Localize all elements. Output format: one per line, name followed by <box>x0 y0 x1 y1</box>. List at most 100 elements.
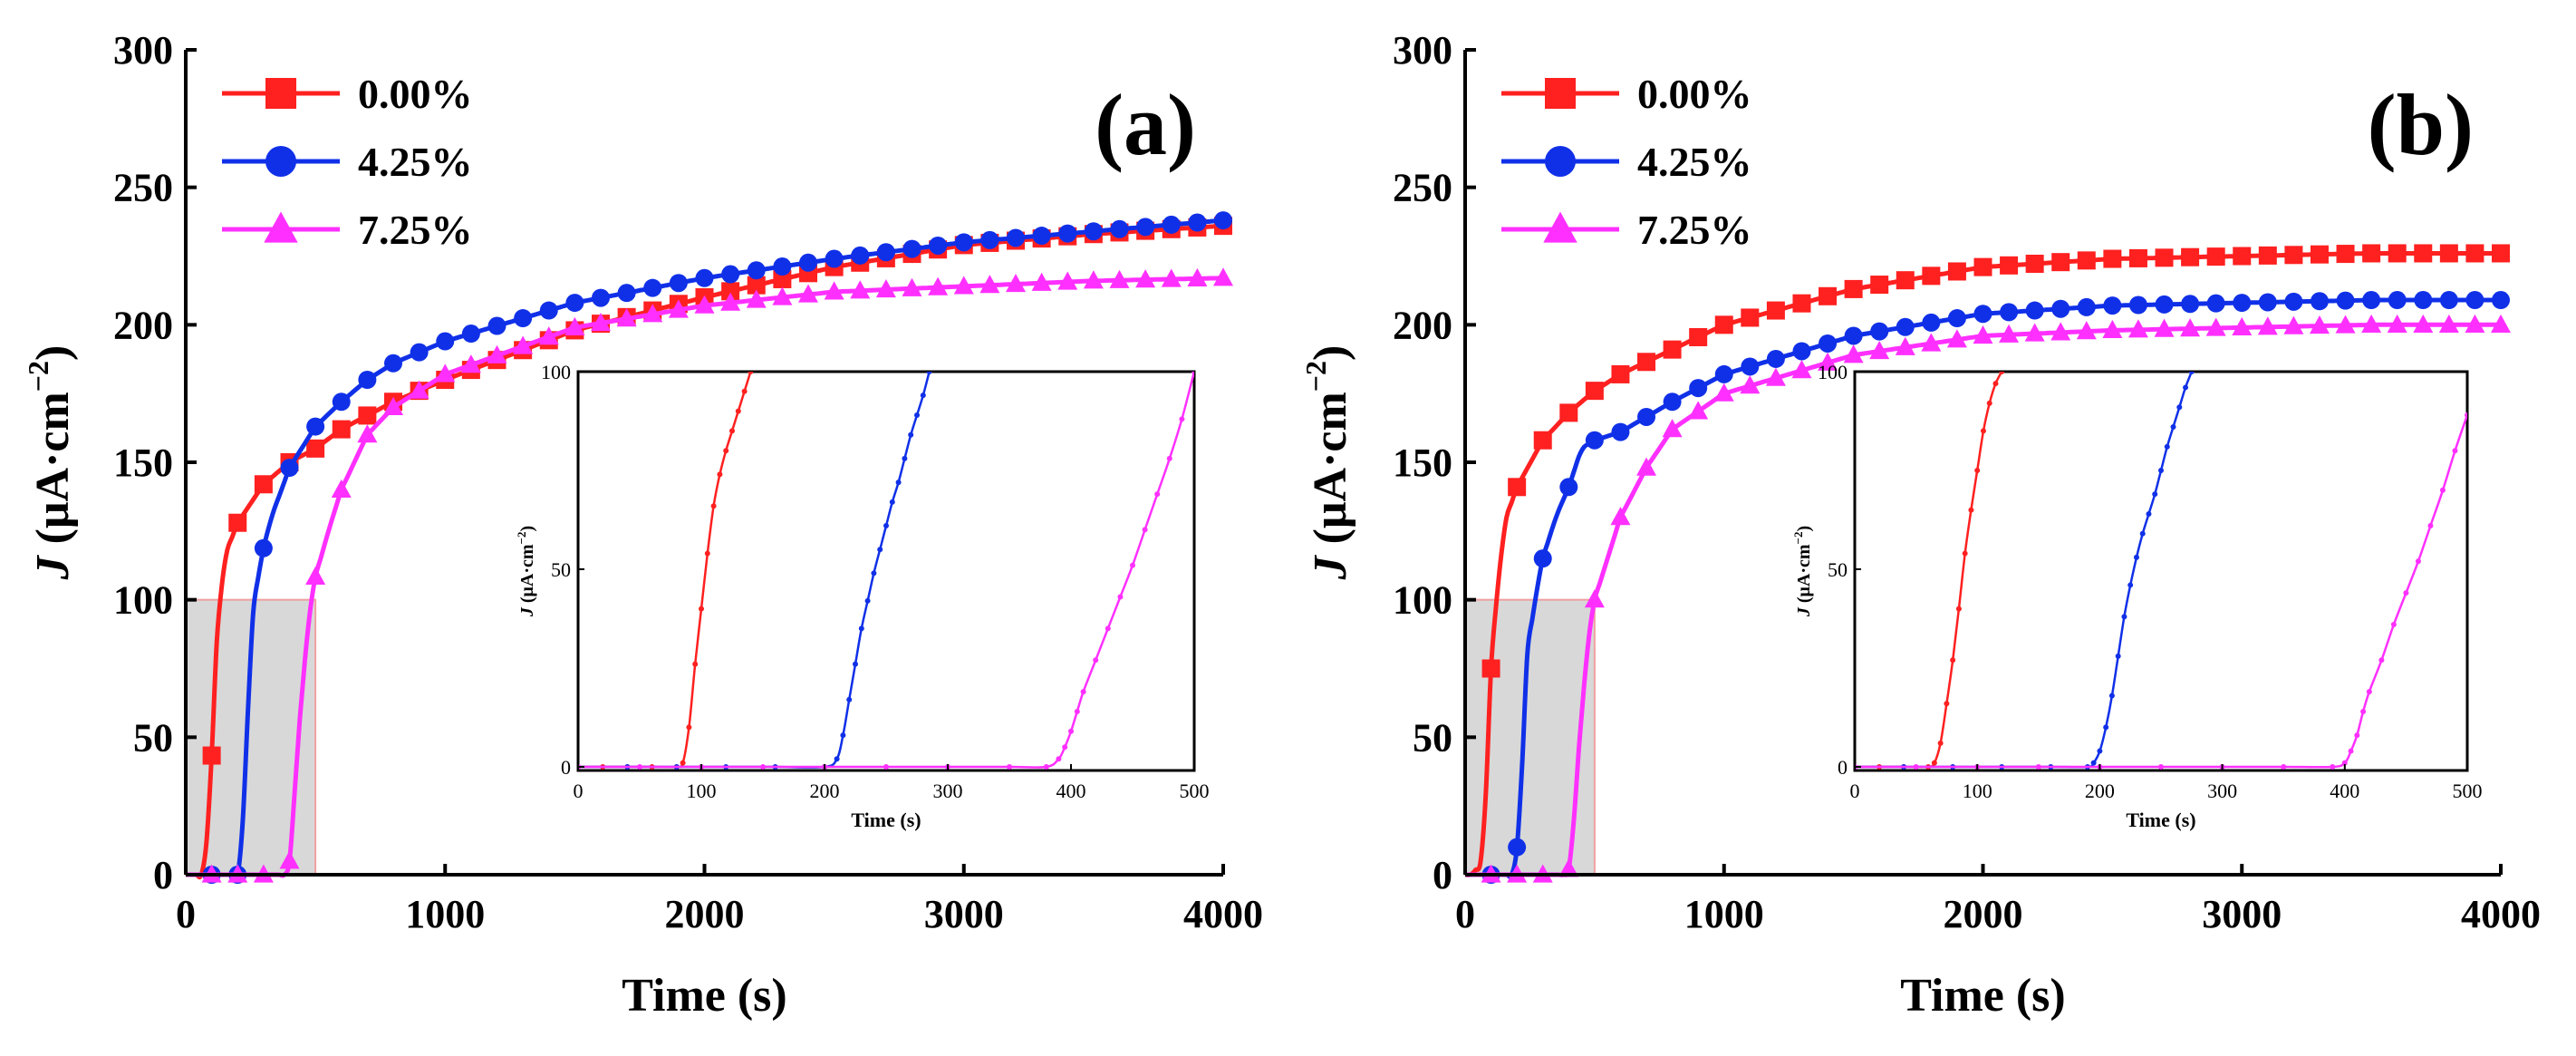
inset-x-tick-label: 100 <box>687 780 717 802</box>
inset-y-tick-label: 50 <box>1828 558 1848 581</box>
inset-plot: 0 50 100 0 100 200 300 400 500 Time (s) J (μA·cm−2… <box>1791 361 2483 831</box>
data-point <box>2077 251 2096 270</box>
legend-marker-triangle <box>1543 211 1577 243</box>
inset-data-point <box>2115 653 2121 659</box>
data-point <box>851 246 870 265</box>
inset-data-point <box>2360 708 2367 714</box>
inset-y-axis-title-symbol: J <box>1794 606 1814 617</box>
data-point <box>1895 336 1915 355</box>
inset-data-point <box>1166 455 1172 461</box>
data-point <box>1636 457 1657 476</box>
y-tick-label: 250 <box>1393 166 1452 210</box>
data-point <box>305 566 326 586</box>
data-point <box>1792 294 1811 313</box>
inset-y-axis-title: J (μA·cm−2) <box>515 526 537 617</box>
data-point <box>1791 360 1812 379</box>
x-tick-label: 1000 <box>1684 892 1764 936</box>
data-point <box>720 292 741 311</box>
data-point <box>1508 478 1527 497</box>
data-point <box>591 313 611 332</box>
data-point <box>1689 327 1708 346</box>
data-point <box>1611 422 1630 441</box>
data-point <box>564 316 585 335</box>
data-point <box>643 278 662 297</box>
data-point <box>928 276 949 295</box>
data-point <box>2284 246 2303 265</box>
inset-series-2 <box>1855 412 2467 770</box>
inset-data-point <box>637 764 642 770</box>
inset-data-point <box>2183 384 2189 391</box>
data-point <box>1947 309 1966 328</box>
y-tick-label: 50 <box>1413 715 1452 760</box>
data-point <box>279 850 300 869</box>
inset-data-point <box>877 547 883 553</box>
y-axis-title-close: ) <box>1305 345 1356 361</box>
data-point <box>1585 431 1604 450</box>
y-tick-label: 300 <box>113 28 173 73</box>
data-point <box>332 392 351 412</box>
legend-label: 0.00% <box>358 71 473 117</box>
inset-data-point <box>1130 562 1135 568</box>
data-point <box>2310 292 2329 311</box>
data-point <box>1559 403 1578 422</box>
inset-data-point <box>1962 550 1968 557</box>
inset-data-point <box>883 764 889 770</box>
inset-data-point <box>2354 732 2360 739</box>
data-point <box>2362 291 2381 310</box>
inset-data-point <box>748 372 754 374</box>
inset-data-point <box>1944 701 1950 707</box>
data-point <box>1792 342 1811 361</box>
data-point <box>1870 322 1889 341</box>
data-point <box>1162 215 1181 234</box>
legend-label: 4.25% <box>358 139 473 185</box>
inset-data-point <box>1062 744 1068 751</box>
data-point <box>1584 589 1605 608</box>
data-point <box>1713 383 1734 402</box>
inset-data-point <box>704 550 710 557</box>
inset-data-point <box>1950 657 1956 664</box>
inset-data-point <box>1056 756 1062 762</box>
inset-data-point <box>2035 764 2041 770</box>
inset-data-point <box>2452 448 2458 454</box>
inset-data-point <box>895 480 902 486</box>
data-point <box>2492 244 2510 263</box>
data-point <box>592 288 610 307</box>
data-point <box>1741 308 1760 327</box>
data-point <box>1766 349 1785 368</box>
inset-y-tick-label: 100 <box>541 361 571 383</box>
data-point <box>1999 324 2020 343</box>
inset-data-point <box>2439 487 2446 493</box>
data-point <box>436 332 455 351</box>
data-point <box>1766 301 1785 320</box>
inset-data-point <box>883 523 889 529</box>
inset-y-tick-label: 50 <box>551 558 571 581</box>
x-tick-label: 2000 <box>665 892 745 936</box>
data-point <box>2077 297 2096 316</box>
data-point <box>2361 314 2382 333</box>
inset-data-point <box>871 570 877 576</box>
inset-data-point <box>2158 468 2164 473</box>
data-point <box>1688 401 1709 420</box>
data-point <box>1896 271 1915 290</box>
data-point <box>1213 267 1233 286</box>
data-point <box>1741 357 1760 376</box>
data-point <box>1533 549 1552 568</box>
data-point <box>2387 314 2407 333</box>
data-point <box>2465 244 2484 263</box>
data-point <box>306 417 325 436</box>
data-point <box>980 230 999 249</box>
data-point <box>695 268 714 287</box>
inset-data-point <box>2158 764 2164 770</box>
inset-data-point <box>2164 443 2170 450</box>
inset-x-tick-label: 0 <box>574 780 584 802</box>
legend: 0.00% 4.25% 7.25% <box>222 71 473 253</box>
inset-data-point <box>1974 468 1981 473</box>
inset-data-point <box>914 412 920 418</box>
inset-data-point <box>2330 764 2336 770</box>
inset-data-point <box>2341 760 2348 766</box>
data-point <box>824 281 844 300</box>
data-point <box>2257 316 2278 335</box>
inset-data-point <box>735 408 741 414</box>
